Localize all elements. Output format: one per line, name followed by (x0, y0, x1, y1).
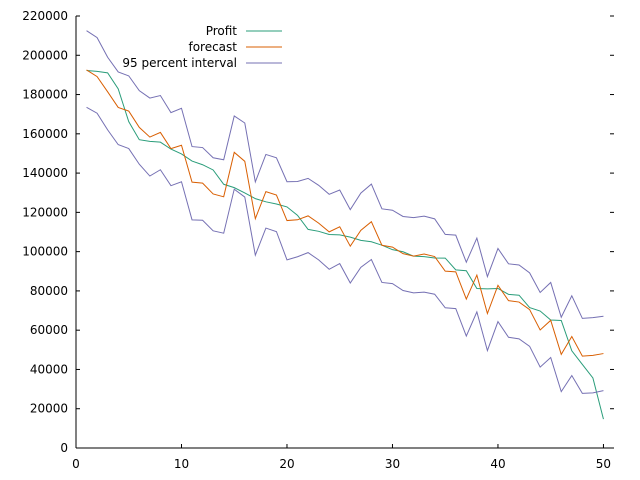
legend-label: Profit (206, 24, 238, 38)
series-line-2 (86, 30, 604, 319)
y-tick-label: 180000 (22, 88, 68, 102)
legend-label: 95 percent interval (122, 56, 237, 70)
y-tick-label: 0 (60, 441, 68, 455)
y-tick-label: 80000 (30, 284, 68, 298)
x-tick-label: 40 (490, 457, 505, 471)
y-tick-label: 60000 (30, 323, 68, 337)
x-tick-label: 10 (174, 457, 189, 471)
series-lines (86, 30, 604, 420)
x-ticks: 0 10 20 30 40 50 (72, 444, 611, 471)
series-line-0 (86, 69, 604, 420)
x-tick-label: 50 (596, 457, 611, 471)
y-tick-label: 20000 (30, 402, 68, 416)
y-ticks: 0 20000 40000 60000 80000 100000 120000 140000 1… (22, 9, 614, 455)
series-line-1 (86, 69, 604, 357)
y-tick-label: 160000 (22, 127, 68, 141)
x-tick-label: 20 (279, 457, 294, 471)
x-tick-label: 0 (72, 457, 80, 471)
series-line-3 (86, 106, 604, 394)
y-tick-label: 40000 (30, 362, 68, 376)
y-tick-label: 120000 (22, 205, 68, 219)
y-tick-label: 200000 (22, 48, 68, 62)
y-tick-label: 220000 (22, 9, 68, 23)
y-tick-label: 140000 (22, 166, 68, 180)
legend: Profit forecast 95 percent interval (122, 24, 282, 70)
legend-label: forecast (188, 40, 237, 54)
x-tick-label: 30 (385, 457, 400, 471)
y-tick-label: 100000 (22, 245, 68, 259)
axes (75, 16, 614, 449)
